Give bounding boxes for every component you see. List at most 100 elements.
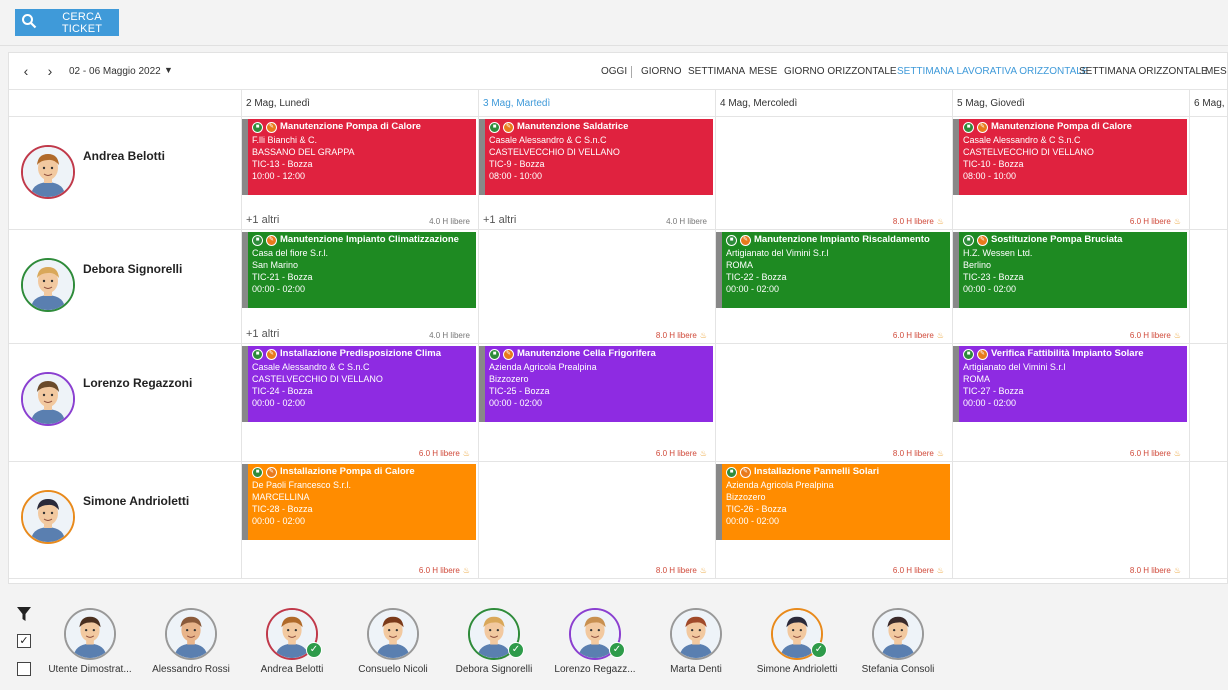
date-range-label[interactable]: 02 - 06 Maggio 2022 <box>69 66 161 77</box>
wrench-icon: ✎ <box>977 121 988 133</box>
flame-icon: ♨ <box>936 566 944 575</box>
ticket-event[interactable]: ■ ✎ Installazione Pannelli Solari Azienda A… <box>716 464 950 540</box>
select-all-checkbox[interactable]: ✓ <box>17 634 31 648</box>
person-filter-item[interactable]: Utente Dimostrat... <box>40 606 140 682</box>
event-company: Casa del fiore S.r.l. <box>252 248 329 258</box>
view-option[interactable]: MESE <box>1205 66 1227 77</box>
ticket-event[interactable]: ■ ✎ Manutenzione Saldatrice Casale Alessand… <box>479 119 713 195</box>
ticket-event[interactable]: ■ ✎ Sostituzione Pompa Bruciata H.Z. Wessen… <box>953 232 1187 308</box>
flame-icon: ♨ <box>462 566 470 575</box>
resource-name: Lorenzo Regazzoni <box>83 376 193 390</box>
flame-icon: ♨ <box>699 566 707 575</box>
view-option[interactable]: GIORNO <box>641 66 682 77</box>
day-header[interactable]: 4 Mag, Mercoledì <box>715 90 952 118</box>
filter-icon[interactable] <box>16 606 32 622</box>
day-cell[interactable] <box>1189 462 1227 578</box>
person-filter-item[interactable]: ✓ Lorenzo Regazz... <box>545 606 645 682</box>
day-cell[interactable]: ■ ✎ Installazione Pompa di Calore De Paoli … <box>241 462 478 578</box>
deselect-all-checkbox[interactable] <box>17 662 31 676</box>
day-header[interactable]: 5 Mag, Giovedì <box>952 90 1189 118</box>
event-ticket: TIC-21 - Bozza <box>252 272 313 282</box>
days-header: 2 Mag, Lunedì 3 Mag, Martedì 4 Mag, Mercol… <box>9 89 1227 118</box>
view-option[interactable]: OGGI <box>601 66 628 77</box>
ticket-event[interactable]: ■ ✎ Manutenzione Pompa di Calore F.lli Bian… <box>242 119 476 195</box>
event-title: Sostituzione Pompa Bruciata <box>991 234 1123 245</box>
view-option[interactable]: GIORNO ORIZZONTALE <box>784 66 897 77</box>
resource-row: Simone Andrioletti ■ ✎ Installazione Pompa … <box>9 462 1227 579</box>
day-cell[interactable]: ■ ✎ Verifica Fattibilità Impianto Solare Ar… <box>952 344 1189 461</box>
ticket-event[interactable]: ■ ✎ Manutenzione Impianto Riscaldamento Art… <box>716 232 950 308</box>
day-cell[interactable]: 8.0 H libere ♨ <box>478 462 715 578</box>
free-hours-label: 8.0 H libere ♨ <box>893 217 944 226</box>
person-filter-item[interactable]: Stefania Consoli <box>848 606 948 682</box>
person-filter-item[interactable]: ✓ Simone Andrioletti <box>747 606 847 682</box>
status-icon: ■ <box>963 348 974 360</box>
avatar <box>21 372 75 426</box>
day-cell[interactable]: ■ ✎ Sostituzione Pompa Bruciata H.Z. Wessen… <box>952 230 1189 343</box>
day-cell[interactable]: ■ ✎ Manutenzione Pompa di Calore Casale Ale… <box>952 117 1189 229</box>
day-cell[interactable] <box>1189 230 1227 343</box>
wrench-icon: ✎ <box>266 121 277 133</box>
ticket-event[interactable]: ■ ✎ Verifica Fattibilità Impianto Solare Ar… <box>953 346 1187 422</box>
day-cell[interactable]: 8.0 H libere ♨ <box>478 230 715 343</box>
person-filter-item[interactable]: ✓ Debora Signorelli <box>444 606 544 682</box>
event-ticket: TIC-24 - Bozza <box>252 386 313 396</box>
resource-row: Lorenzo Regazzoni ■ ✎ Installazione Predisp… <box>9 344 1227 462</box>
event-ticket: TIC-13 - Bozza <box>252 159 313 169</box>
next-arrow-icon[interactable]: › <box>47 63 53 79</box>
person-filter-item[interactable]: Consuelo Nicoli <box>343 606 443 682</box>
day-cell[interactable] <box>1189 117 1227 229</box>
person-filter-item[interactable]: Marta Denti <box>646 606 746 682</box>
scheduler: ‹ › 02 - 06 Maggio 2022 ▼ OGGI GIORNO SETT… <box>8 52 1228 584</box>
avatar <box>21 490 75 544</box>
flame-icon: ♨ <box>936 217 944 226</box>
day-cell[interactable]: ■ ✎ Installazione Pannelli Solari Azienda A… <box>715 462 952 578</box>
day-cell[interactable] <box>1189 344 1227 461</box>
view-option[interactable]: SETTIMANA <box>688 66 746 77</box>
resource-name: Andrea Belotti <box>83 149 166 163</box>
day-header[interactable]: 2 Mag, Lunedì <box>241 90 478 118</box>
more-events-link[interactable]: +1 altri <box>246 328 280 340</box>
view-switcher: OGGI GIORNO SETTIMANA MESE GIORNO ORIZZONTAL… <box>9 66 1227 80</box>
free-hours-text: 8.0 H libere <box>892 217 934 226</box>
ticket-event[interactable]: ■ ✎ Manutenzione Impianto Climatizzazione C… <box>242 232 476 308</box>
search-ticket-button[interactable]: CERCA TICKET <box>15 9 119 36</box>
event-title: Manutenzione Impianto Climatizzazione <box>280 234 459 245</box>
day-header[interactable]: 3 Mag, Martedì <box>478 90 715 118</box>
day-cell[interactable]: 8.0 H libere ♨ <box>715 344 952 461</box>
resource-cell: Andrea Belotti <box>9 117 241 229</box>
day-cell[interactable]: 8.0 H libere ♨ <box>715 117 952 229</box>
day-cell[interactable]: ■ ✎ Installazione Predisposizione Clima Cas… <box>241 344 478 461</box>
day-cell[interactable]: ■ ✎ Manutenzione Pompa di Calore F.lli Bian… <box>241 117 478 229</box>
ticket-event[interactable]: ■ ✎ Installazione Pompa di Calore De Paoli … <box>242 464 476 540</box>
free-hours-label: 6.0 H libere ♨ <box>893 331 944 340</box>
event-city: BASSANO DEL GRAPPA <box>252 147 355 157</box>
day-header[interactable]: 6 Mag, V <box>1189 90 1227 118</box>
event-city: ROMA <box>963 374 990 384</box>
status-icon: ■ <box>252 466 263 478</box>
view-option[interactable]: SETTIMANA LAVORATIVA ORIZZONTALE <box>897 66 1089 77</box>
day-cell[interactable]: ■ ✎ Manutenzione Impianto Riscaldamento Art… <box>715 230 952 343</box>
more-events-link[interactable]: +1 altri <box>246 214 280 226</box>
ticket-event[interactable]: ■ ✎ Manutenzione Pompa di Calore Casale Ale… <box>953 119 1187 195</box>
view-option[interactable]: MESE <box>749 66 778 77</box>
event-company: Casale Alessandro & C S.n.C <box>489 135 607 145</box>
check-icon: ✓ <box>508 642 524 658</box>
day-cell[interactable]: 8.0 H libere ♨ <box>952 462 1189 578</box>
flame-icon: ♨ <box>936 449 944 458</box>
caret-down-icon[interactable]: ▼ <box>164 65 173 75</box>
status-icon: ■ <box>252 348 263 360</box>
day-cell[interactable]: ■ ✎ Manutenzione Impianto Climatizzazione C… <box>241 230 478 343</box>
ticket-event[interactable]: ■ ✎ Manutenzione Cella Frigorifera Azienda … <box>479 346 713 422</box>
person-filter-item[interactable]: ✓ Andrea Belotti <box>242 606 342 682</box>
ticket-event[interactable]: ■ ✎ Installazione Predisposizione Clima Cas… <box>242 346 476 422</box>
prev-arrow-icon[interactable]: ‹ <box>23 63 29 79</box>
view-option[interactable]: SETTIMANA ORIZZONTALE <box>1079 66 1208 77</box>
event-company: Artigianato del Vimini S.r.l <box>963 362 1066 372</box>
day-cell[interactable]: ■ ✎ Manutenzione Saldatrice Casale Alessand… <box>478 117 715 229</box>
event-title: Installazione Pannelli Solari <box>754 466 880 477</box>
more-events-link[interactable]: +1 altri <box>483 214 517 226</box>
free-hours-label: 6.0 H libere ♨ <box>893 566 944 575</box>
person-filter-item[interactable]: Alessandro Rossi <box>141 606 241 682</box>
day-cell[interactable]: ■ ✎ Manutenzione Cella Frigorifera Azienda … <box>478 344 715 461</box>
